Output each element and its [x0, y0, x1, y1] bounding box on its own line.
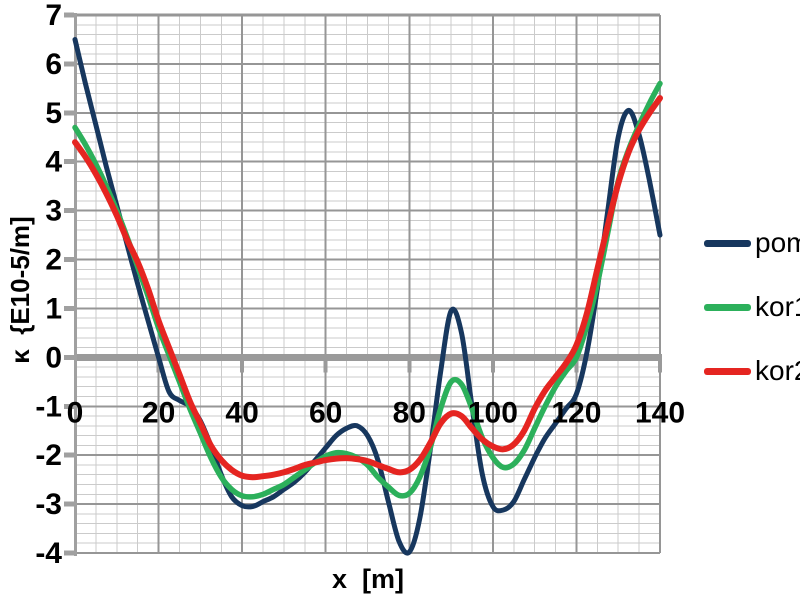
series-pom-line: [72, 37, 663, 556]
legend-item-kor1: kor1: [704, 292, 800, 322]
y-tick-label: -2: [35, 439, 62, 472]
x-tick-label: 100: [468, 396, 518, 429]
y-axis-title: κ {E10-5/m]: [5, 216, 35, 364]
x-tick-label: 20: [142, 396, 175, 429]
y-tick-label: 6: [45, 48, 62, 81]
x-tick-label: 0: [67, 396, 84, 429]
legend-line-pom-icon: [704, 239, 751, 247]
legend-label-kor2: kor2: [755, 355, 800, 386]
legend-item-kor2: kor2: [704, 356, 800, 386]
y-tick-label: 5: [45, 97, 62, 130]
x-tick-label: 80: [393, 396, 426, 429]
y-tick-label: -4: [35, 537, 62, 570]
y-tick-label: -1: [35, 390, 62, 423]
legend-item-pom: pom: [704, 228, 800, 258]
y-tick-label: -3: [35, 488, 62, 521]
x-tick-label: 120: [551, 396, 601, 429]
legend-line-kor2-icon: [704, 367, 751, 375]
x-tick-label: 60: [309, 396, 342, 429]
x-tick-label: 140: [635, 396, 685, 429]
legend: pom kor1 kor2: [704, 228, 800, 386]
x-axis-title: x [m]: [331, 564, 404, 594]
legend-label-pom: pom: [755, 227, 800, 258]
y-tick-label: 4: [45, 146, 62, 179]
series-kor2-line: [72, 95, 663, 481]
x-tick-label: 40: [225, 396, 258, 429]
y-tick-label: 1: [45, 293, 62, 326]
y-tick-label: 2: [45, 244, 62, 277]
y-tick-label: 3: [45, 195, 62, 228]
y-tick-label: 7: [45, 0, 62, 32]
legend-line-kor1-icon: [704, 303, 751, 311]
y-tick-label: 0: [45, 341, 62, 374]
legend-label-kor1: kor1: [755, 291, 800, 322]
